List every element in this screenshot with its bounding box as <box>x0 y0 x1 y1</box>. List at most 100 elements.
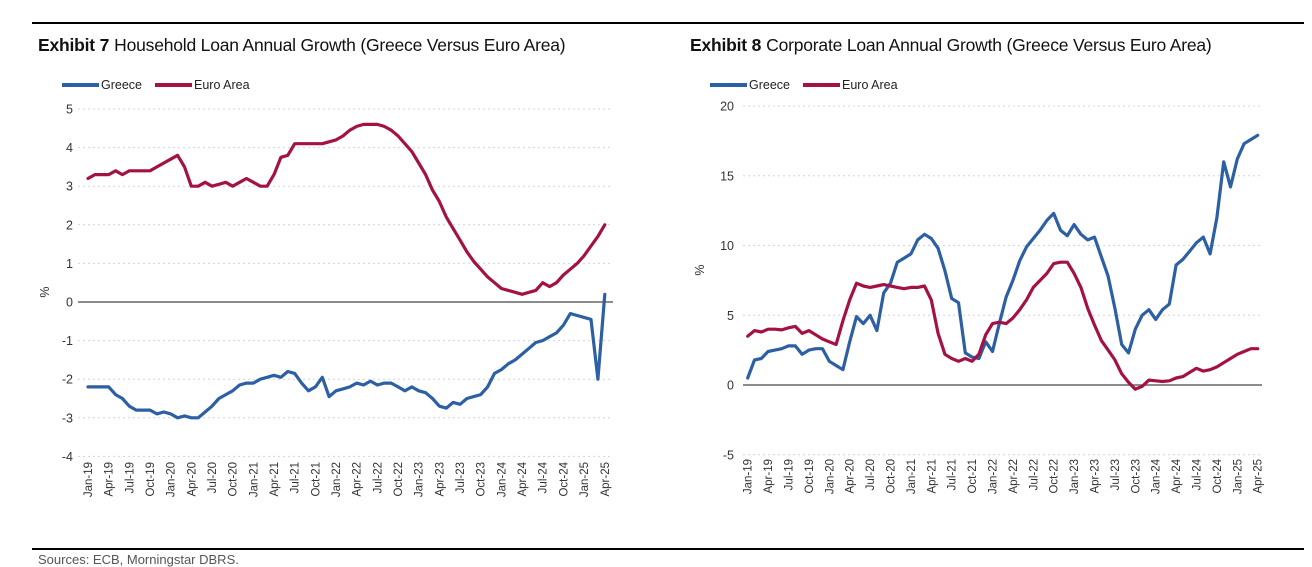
x-tick-label: Apr-19 <box>104 462 116 497</box>
y-tick-label: 0 <box>727 379 734 393</box>
legend-label-greece: Greece <box>749 78 790 92</box>
y-tick-label: 2 <box>66 218 73 232</box>
x-tick-label: Jan-23 <box>414 462 426 497</box>
x-tick-label: Oct-21 <box>967 459 979 494</box>
x-tick-label: Jan-21 <box>906 459 918 494</box>
exhibit8-chart: 20 15 10 5 0 -5 Jan-19 Apr-19 Jul-19 Oct-19 Jan-20… <box>690 95 1305 555</box>
y-tick-label: 5 <box>727 309 734 323</box>
x-tick-label: Jan-19 <box>83 462 95 497</box>
x-tick-label: Jul-20 <box>207 462 219 493</box>
legend-label-euro-area: Euro Area <box>842 78 898 92</box>
y-tick-label: 1 <box>66 257 73 271</box>
x-tick-label: Apr-21 <box>926 459 938 494</box>
x-tick-label: Apr-22 <box>352 462 364 497</box>
exhibit7-chart: 5 4 3 2 1 0 -1 -2 -3 -4 Jan-19 Apr-19 Jul-19 Oct-19 Ja… <box>38 100 650 550</box>
x-tick-label: Jul-24 <box>1192 458 1204 490</box>
x-tick-label: Apr-21 <box>269 462 281 497</box>
x-tick-label: Oct-21 <box>310 462 322 497</box>
legend-item-euro-area: Euro Area <box>155 78 250 92</box>
x-tick-label: Jan-20 <box>166 462 178 497</box>
x-tick-label: Apr-23 <box>434 462 446 497</box>
x-tick-label: Jul-23 <box>1110 459 1122 490</box>
x-tick-label: Jan-25 <box>579 462 591 497</box>
euro-area-line-swatch <box>155 83 192 87</box>
x-tick-label: Oct-23 <box>476 462 488 497</box>
euro-area-line <box>86 122 607 296</box>
x-tick-label: Jul-19 <box>124 462 136 493</box>
x-tick-label: Apr-19 <box>763 459 775 494</box>
x-tick-label: Oct-19 <box>145 462 157 497</box>
exhibit-7-plot: 5 4 3 2 1 0 -1 -2 -3 -4 Jan-19 Apr-19 Jul-19 Oct-19 Ja… <box>38 103 613 497</box>
x-tick-label: Apr-24 <box>1171 458 1183 493</box>
y-tick-label: -5 <box>723 448 734 462</box>
greece-line <box>746 133 1260 380</box>
y-tick-label: -3 <box>62 411 73 425</box>
x-tick-label: Oct-19 <box>804 459 816 494</box>
bottom-divider-rule <box>32 548 1304 550</box>
exhibit7-label: Exhibit 7 <box>38 35 110 55</box>
euro-area-line-swatch <box>803 83 840 87</box>
x-tick-label: Oct-20 <box>228 462 240 497</box>
y-tick-label: 20 <box>720 100 734 114</box>
exhibit-8-plot: 20 15 10 5 0 -5 Jan-19 Apr-19 Jul-19 Oct-19 Jan-20… <box>693 100 1265 495</box>
x-tick-label: Apr-24 <box>517 461 529 496</box>
x-tick-label: Jul-22 <box>1028 459 1040 490</box>
x-tick-label: Jan-24 <box>1151 458 1163 494</box>
x-tick-label: Jan-21 <box>248 462 260 497</box>
x-tick-label: Apr-25 <box>1253 459 1265 494</box>
legend-label-greece: Greece <box>101 78 142 92</box>
x-tick-label: Oct-22 <box>393 462 405 497</box>
euro-area-line <box>746 260 1260 391</box>
x-tick-label: Jul-20 <box>865 459 877 490</box>
x-tick-label: Jul-19 <box>784 459 796 490</box>
x-tick-label: Jan-25 <box>1232 459 1244 494</box>
y-tick-label: 10 <box>720 239 734 253</box>
x-tick-label: Jan-22 <box>331 462 343 497</box>
x-tick-label: Oct-23 <box>1130 459 1142 494</box>
exhibit7-title: Exhibit 7 Household Loan Annual Growth (G… <box>38 35 566 56</box>
y-tick-label: 0 <box>66 296 73 310</box>
x-tick-label: Jul-21 <box>947 459 959 490</box>
exhibit8-title-text: Corporate Loan Annual Growth (Greece Ver… <box>766 35 1212 55</box>
greece-line-swatch <box>710 83 747 87</box>
x-tick-label: Apr-25 <box>600 462 612 497</box>
x-tick-label: Jan-24 <box>496 461 508 497</box>
x-tick-label: Apr-20 <box>845 459 857 494</box>
sources-note: Sources: ECB, Morningstar DBRS. <box>38 552 239 567</box>
x-tick-label: Oct-24 <box>1212 458 1224 493</box>
x-tick-label: Jan-19 <box>743 459 755 494</box>
x-tick-label: Apr-23 <box>1090 459 1102 494</box>
x-tick-label: Jul-21 <box>290 462 302 493</box>
legend-item-euro-area: Euro Area <box>803 78 898 92</box>
greece-line <box>86 292 607 420</box>
y-tick-label: 4 <box>66 141 73 155</box>
x-tick-label: Jan-22 <box>988 459 1000 494</box>
y-axis-title: % <box>693 264 707 275</box>
x-tick-label: Jul-22 <box>372 462 384 493</box>
exhibit7-legend: Greece Euro Area <box>62 78 263 92</box>
x-tick-label: Jul-24 <box>538 461 550 493</box>
x-tick-label: Apr-22 <box>1008 459 1020 494</box>
exhibit7-title-text: Household Loan Annual Growth (Greece Ver… <box>114 35 566 55</box>
x-tick-label: Apr-20 <box>186 462 198 497</box>
x-tick-label: Jan-20 <box>824 459 836 494</box>
y-tick-label: -2 <box>62 373 73 387</box>
exhibit8-label: Exhibit 8 <box>690 35 762 55</box>
x-tick-label: Oct-24 <box>558 461 570 496</box>
x-tick-label: Oct-22 <box>1049 459 1061 494</box>
legend-item-greece: Greece <box>62 78 142 92</box>
x-tick-label: Oct-20 <box>886 459 898 494</box>
y-tick-label: 3 <box>66 180 73 194</box>
exhibit8-title: Exhibit 8 Corporate Loan Annual Growth (G… <box>690 35 1212 56</box>
legend-item-greece: Greece <box>710 78 790 92</box>
y-tick-label: 15 <box>720 169 734 183</box>
x-tick-label: Jul-23 <box>455 462 467 493</box>
legend-label-euro-area: Euro Area <box>194 78 250 92</box>
y-tick-label: -1 <box>62 334 73 348</box>
y-tick-label: -4 <box>62 450 73 464</box>
y-axis-title: % <box>40 286 52 297</box>
greece-line-swatch <box>62 83 99 87</box>
x-tick-label: Jan-23 <box>1069 459 1081 494</box>
exhibit8-legend: Greece Euro Area <box>710 78 911 92</box>
